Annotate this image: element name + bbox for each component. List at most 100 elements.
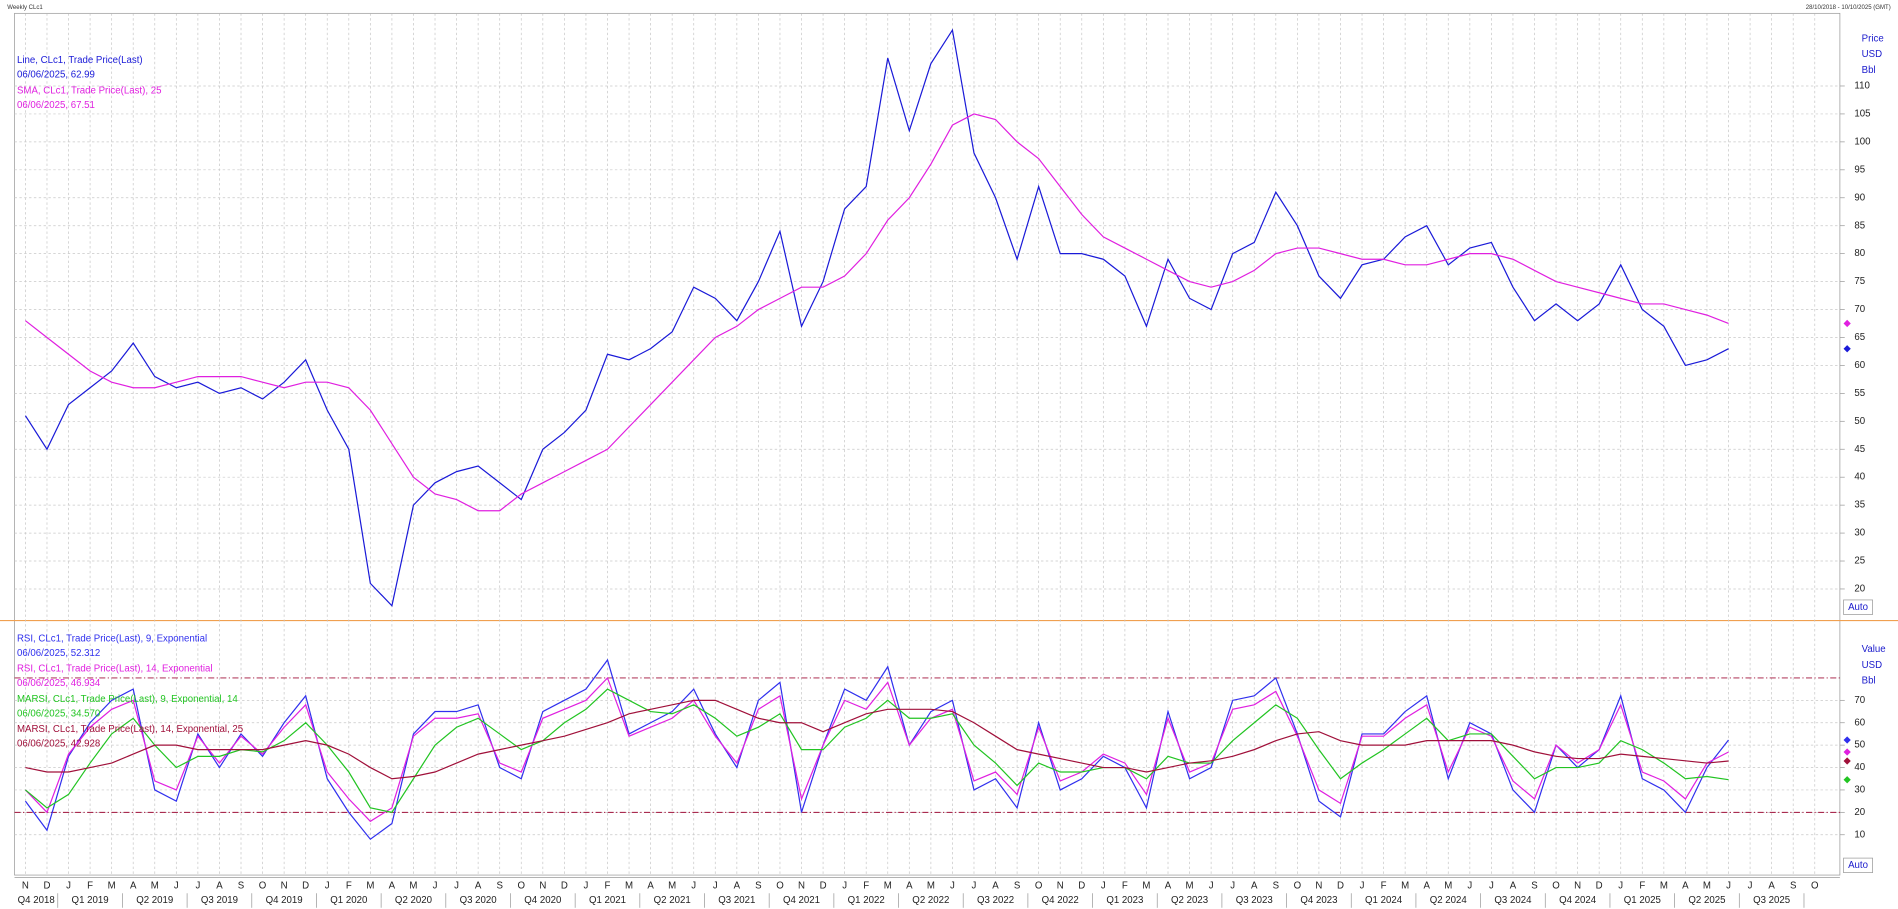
legend-value: 06/06/2025, 42.928: [17, 739, 100, 750]
auto-button: [1843, 857, 1873, 874]
plot-frame: [14, 12, 1841, 876]
y-tick-label: 110: [1854, 81, 1869, 92]
x-month-label: J: [1489, 881, 1494, 892]
x-month-label: J: [950, 881, 955, 892]
legend-value: 06/06/2025, 62.99: [17, 70, 95, 81]
x-month-label: A: [906, 881, 913, 892]
x-quarter-label: Q2 2023: [1171, 895, 1208, 906]
x-month-label: F: [863, 881, 869, 892]
y-tick-label: 30: [1854, 785, 1865, 796]
y-tick-label: 105: [1854, 108, 1870, 119]
last-value-marker: [1843, 748, 1851, 756]
auto-button: [1843, 599, 1873, 615]
legend-name: Line, CLc1, Trade Price(Last): [17, 55, 143, 66]
x-month-label: M: [1401, 881, 1409, 892]
x-month-label: S: [1790, 881, 1796, 892]
y-tick-label: 60: [1854, 717, 1865, 728]
x-month-label: D: [43, 881, 50, 892]
axis-title: USD: [1862, 49, 1882, 60]
x-quarter-label: Q4 2021: [783, 895, 820, 906]
x-month-label: O: [517, 881, 525, 892]
y-tick-label: 50: [1854, 740, 1865, 751]
x-quarter-label: Q1 2023: [1106, 895, 1143, 906]
y-tick-label: 20: [1854, 807, 1865, 818]
x-quarter-label: Q2 2022: [912, 895, 949, 906]
y-tick-label: 40: [1854, 762, 1865, 773]
x-month-label: A: [1682, 881, 1689, 892]
legend-name: SMA, CLc1, Trade Price(Last), 25: [17, 85, 162, 96]
series-line: [24, 658, 1730, 841]
series-line: [25, 688, 1729, 814]
x-quarter-label: Q4 2022: [1042, 895, 1079, 906]
x-month-label: J: [713, 881, 718, 892]
x-month-label: M: [668, 881, 676, 892]
x-quarter-label: Q1 2025: [1624, 895, 1661, 906]
x-month-label: M: [1142, 881, 1150, 892]
x-month-label: J: [1209, 881, 1214, 892]
y-tick-label: 70: [1854, 304, 1865, 315]
x-quarter-label: Q4 2024: [1559, 895, 1597, 906]
x-month-label: F: [1381, 881, 1387, 892]
x-month-label: S: [1014, 881, 1020, 892]
x-month-label: M: [409, 881, 417, 892]
y-tick-label: 95: [1854, 164, 1865, 175]
x-month-label: S: [755, 881, 761, 892]
x-quarter-label: Q3 2024: [1494, 895, 1532, 906]
x-month-label: M: [1186, 881, 1194, 892]
axis-title: Bbl: [1862, 65, 1876, 76]
x-quarter-label: Q2 2019: [136, 895, 173, 906]
y-tick-label: 50: [1854, 416, 1865, 427]
x-month-label: M: [927, 881, 935, 892]
header-right: 28/10/2018 - 10/10/2025 (GMT): [1806, 5, 1891, 11]
x-month-label: M: [1444, 881, 1452, 892]
auto-label: Auto: [1848, 602, 1868, 613]
series-line: [24, 28, 1729, 607]
x-month-label: F: [1122, 881, 1128, 892]
x-quarter-label: Q3 2020: [460, 895, 497, 906]
last-value-marker: [1843, 319, 1851, 328]
x-quarter-label: Q3 2025: [1753, 895, 1790, 906]
x-month-label: N: [539, 881, 546, 892]
x-month-label: O: [776, 881, 784, 892]
y-tick-label: 70: [1854, 695, 1865, 706]
x-month-label: J: [174, 881, 179, 892]
x-quarter-label: Q2 2024: [1430, 895, 1468, 906]
x-month-label: J: [584, 881, 589, 892]
y-tick-label: 25: [1854, 556, 1865, 567]
x-month-label: M: [366, 881, 374, 892]
x-month-label: M: [625, 881, 633, 892]
x-month-label: O: [1294, 881, 1302, 892]
legend-value: 06/06/2025, 52.312: [17, 648, 100, 659]
x-quarter-label: Q1 2020: [330, 895, 367, 906]
x-quarter-label: Q1 2022: [848, 895, 885, 906]
x-quarter-label: Q4 2023: [1300, 895, 1337, 906]
series-line: [24, 676, 1729, 823]
series-line: [25, 699, 1729, 780]
x-month-label: N: [281, 881, 288, 892]
x-month-label: N: [1057, 881, 1064, 892]
x-month-label: J: [195, 881, 200, 892]
x-month-label: F: [1639, 881, 1645, 892]
x-month-label: O: [259, 881, 267, 892]
y-tick-label: 40: [1854, 472, 1865, 483]
x-month-label: S: [496, 881, 502, 892]
x-month-label: J: [454, 881, 459, 892]
x-month-label: A: [647, 881, 654, 892]
x-month-label: A: [216, 881, 223, 892]
x-month-label: F: [87, 881, 93, 892]
legend-name: MARSI, CLc1, Trade Price(Last), 14, Expo…: [17, 724, 243, 735]
x-month-label: S: [238, 881, 244, 892]
x-month-label: S: [1531, 881, 1537, 892]
x-month-label: M: [151, 881, 159, 892]
x-month-label: M: [1660, 881, 1668, 892]
legend-name: RSI, CLc1, Trade Price(Last), 9, Exponen…: [17, 633, 207, 644]
x-quarter-label: Q3 2023: [1236, 895, 1273, 906]
x-month-label: O: [1811, 881, 1819, 892]
legend-value: 06/06/2025, 67.51: [17, 100, 95, 111]
y-tick-label: 100: [1854, 136, 1870, 147]
x-month-label: M: [108, 881, 116, 892]
legend-value: 06/06/2025, 34.570: [17, 708, 100, 719]
x-month-label: D: [302, 881, 309, 892]
x-month-label: J: [1748, 881, 1753, 892]
